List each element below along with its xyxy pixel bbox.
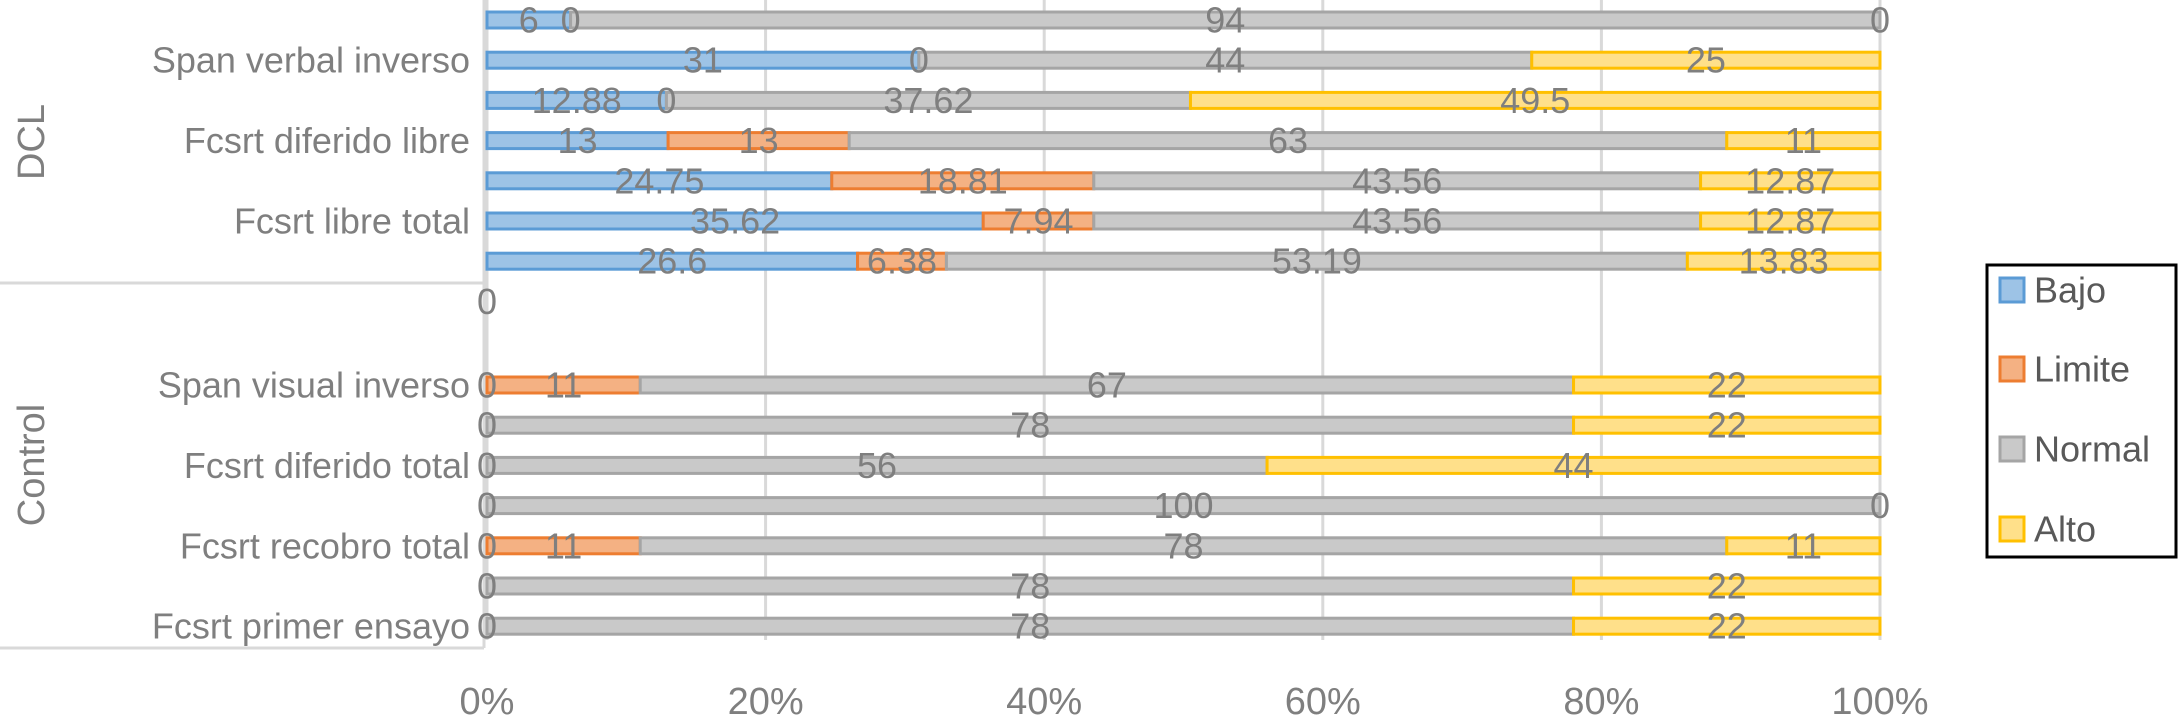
legend-swatch-alto [1998,515,2026,543]
data-label: 44 [1554,445,1594,486]
data-label: 0 [477,445,497,486]
data-label: 37.62 [883,80,973,121]
legend-swatch-limite [1998,355,2026,383]
data-label: 100 [1153,485,1213,526]
category-label: Fcsrt libre total [234,201,470,242]
data-label: 22 [1707,405,1747,446]
data-label: 22 [1707,606,1747,647]
bar-segment-alto [1725,131,1882,151]
data-label: 13 [558,120,598,161]
data-label: 24.75 [614,160,704,201]
category-label: Fcsrt recobro total [180,525,470,566]
data-label: 22 [1707,566,1747,607]
bar-segment-alto [1699,171,1882,191]
x-tick-label: 0% [460,681,515,723]
category-label: Fcsrt diferido libre [184,120,470,161]
x-tick-label: 80% [1563,681,1639,723]
data-label: 0 [477,485,497,526]
data-label: 6.38 [867,241,937,282]
x-tick-label: 40% [1006,681,1082,723]
data-label: 13 [739,120,779,161]
data-label: 0 [477,281,497,322]
bar-segment-alto [1530,50,1882,70]
bar-segment-alto [1265,455,1882,475]
data-label: 11 [545,365,582,406]
data-label: 67 [1087,365,1127,406]
legend-label: Normal [2034,429,2150,470]
data-label: 44 [1205,40,1245,81]
legend-label: Bajo [2034,270,2106,311]
x-tick-label: 60% [1285,681,1361,723]
data-label: 0 [909,40,929,81]
data-label: 26.6 [637,241,707,282]
bar-segment-normal [569,10,1882,30]
data-label: 78 [1010,566,1050,607]
legend-box [1985,263,2178,559]
data-label: 0 [1870,0,1890,41]
data-label: 6 [519,0,539,41]
bar-segment-alto [1572,616,1882,636]
bar-segment-alto [1188,90,1882,110]
data-label: 12.88 [532,80,622,121]
category-axis-frame [0,0,486,650]
category-label: Span verbal inverso [152,40,470,81]
data-label: 56 [857,445,897,486]
data-label: 12.87 [1745,201,1835,242]
data-label: 13.83 [1739,241,1829,282]
group-labels: DCL Control [11,104,53,526]
data-label: 31 [683,40,723,81]
bar-segment-alto [1572,576,1882,596]
x-axis-tick-labels: 0% 20% 40% 60% 80% 100% [460,681,1929,723]
bar-segment-alto [1725,536,1882,556]
data-label: 0 [477,365,497,406]
data-label: 78 [1163,525,1203,566]
data-label: 18.81 [918,160,1008,201]
data-label: 11 [545,525,582,566]
legend-label: Limite [2034,349,2130,390]
data-label: 53.19 [1272,241,1362,282]
data-label: 78 [1010,405,1050,446]
data-label: 0 [561,0,581,41]
data-label: 0 [1870,485,1890,526]
data-label: 78 [1010,606,1050,647]
legend: Bajo Limite Normal Alto [1985,263,2178,559]
category-labels: Span verbal inverso Fcsrt diferido libre F… [152,40,470,647]
bar-segment-alto [1685,251,1882,271]
data-label: 25 [1686,40,1726,81]
bar-segment-normal [485,496,1882,516]
data-label: 11 [1785,120,1822,161]
data-label: 49.5 [1500,80,1570,121]
data-label: 94 [1205,0,1245,41]
group-label: DCL [11,104,53,180]
data-label: 43.56 [1352,201,1442,242]
data-label: 0 [656,80,676,121]
legend-swatch-bajo [1998,276,2026,304]
data-label: 0 [477,566,497,607]
data-label: 43.56 [1352,160,1442,201]
data-label: 22 [1707,365,1747,406]
data-label: 0 [477,606,497,647]
bar-segment-alto [1572,415,1882,435]
legend-swatch-normal [1998,435,2026,463]
data-label: 11 [1785,525,1822,566]
x-tick-label: 100% [1831,681,1928,723]
bar-segment-alto [1572,375,1882,395]
data-label: 7.94 [1003,201,1073,242]
x-tick-label: 20% [728,681,804,723]
bars [485,10,1882,636]
data-label: 12.87 [1745,160,1835,201]
bar-segment-alto [1699,211,1882,231]
data-label: 35.62 [690,201,780,242]
legend-label: Alto [2034,509,2096,550]
data-label: 63 [1268,120,1308,161]
data-label: 0 [477,525,497,566]
category-label: Fcsrt primer ensayo [152,606,470,647]
data-label: 0 [477,405,497,446]
category-label: Span visual inverso [158,365,470,406]
category-label: Fcsrt diferido total [184,445,470,486]
group-label: Control [11,404,53,527]
